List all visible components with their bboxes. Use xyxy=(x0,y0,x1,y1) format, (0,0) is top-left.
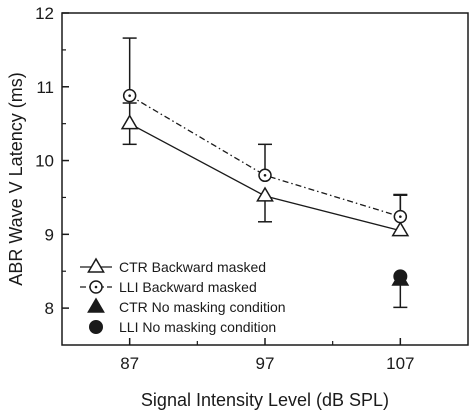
y-tick-label-10: 10 xyxy=(35,152,54,171)
data-point-center xyxy=(263,174,267,177)
series-1 xyxy=(122,37,408,224)
y-tick-label-8: 8 xyxy=(45,299,54,318)
data-point xyxy=(120,114,139,130)
data-point xyxy=(391,221,410,237)
y-tick-label-12: 12 xyxy=(35,4,54,23)
legend-label-0: CTR Backward masked xyxy=(119,259,266,275)
y-axis-title: ABR Wave V Latency (ms) xyxy=(6,72,26,285)
axis-ticks: 8 9 10 11 12 87 97 107 xyxy=(35,4,414,373)
legend-marker-3 xyxy=(89,320,103,334)
legend-marker-2 xyxy=(87,297,105,313)
legend-marker-1-center xyxy=(94,285,98,289)
legend-label-2: CTR No masking condition xyxy=(119,299,286,315)
x-tick-label-87: 87 xyxy=(120,354,139,373)
legend-label-3: LLI No masking condition xyxy=(119,319,276,335)
data-point-center xyxy=(399,215,402,218)
data-point xyxy=(393,269,408,284)
x-axis-title: Signal Intensity Level (dB SPL) xyxy=(141,390,389,410)
y-tick-label-9: 9 xyxy=(45,225,54,244)
series-3 xyxy=(393,269,408,284)
legend-label-1: LLI Backward masked xyxy=(119,279,257,295)
series-layer xyxy=(120,37,410,309)
data-point xyxy=(256,186,274,202)
legend-marker-0 xyxy=(87,257,105,273)
y-tick-label-11: 11 xyxy=(36,78,54,97)
data-point-center xyxy=(128,94,131,97)
x-tick-label-107: 107 xyxy=(386,354,414,373)
legend: CTR Backward masked LLI Backward masked CT… xyxy=(80,257,286,335)
x-tick-label-97: 97 xyxy=(256,354,275,373)
